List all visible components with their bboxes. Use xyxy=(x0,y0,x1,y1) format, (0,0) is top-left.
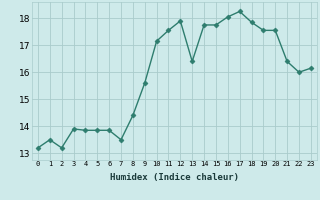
X-axis label: Humidex (Indice chaleur): Humidex (Indice chaleur) xyxy=(110,173,239,182)
